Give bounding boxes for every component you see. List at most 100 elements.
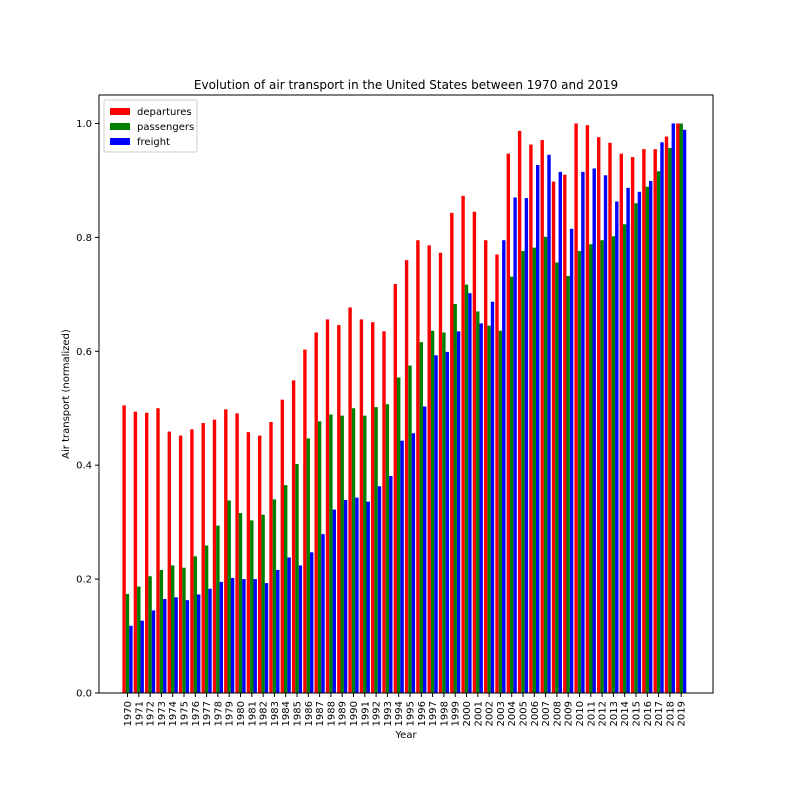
bar-departures-1971 <box>133 411 138 693</box>
x-tick-label: 1991 <box>360 701 371 726</box>
bar-freight-2003 <box>502 240 506 694</box>
bar-departures-2015 <box>630 157 635 693</box>
bar-departures-1987 <box>314 332 318 693</box>
x-tick-label: 1982 <box>259 701 270 726</box>
x-tick-label: 2005 <box>519 701 530 726</box>
x-tick-label: 1970 <box>123 701 134 726</box>
x-tick-label: 2010 <box>575 701 586 726</box>
bar-passengers-2010 <box>577 251 582 694</box>
bar-freight-2015 <box>637 191 642 693</box>
bar-departures-2019 <box>676 123 680 694</box>
bar-passengers-2015 <box>634 203 638 693</box>
bar-departures-1997 <box>427 245 431 693</box>
bar-freight-2018 <box>671 123 675 694</box>
bar-freight-1998 <box>445 351 449 693</box>
x-tick-label: 1990 <box>349 701 360 726</box>
y-tick-label: 0.6 <box>76 347 92 358</box>
bar-departures-1975 <box>178 435 183 693</box>
bar-passengers-1973 <box>159 569 164 693</box>
bar-freight-1979 <box>230 577 235 693</box>
bar-departures-1996 <box>416 240 420 694</box>
bar-freight-1997 <box>434 355 438 693</box>
bar-departures-1981 <box>246 432 251 693</box>
x-tick-label: 2000 <box>462 701 473 726</box>
bar-freight-2006 <box>536 165 540 694</box>
x-tick-label: 2009 <box>564 701 575 726</box>
y-tick-label: 0.8 <box>76 233 92 244</box>
x-tick-label: 1971 <box>134 701 145 726</box>
bar-departures-2002 <box>484 240 488 694</box>
bar-departures-1980 <box>235 413 239 693</box>
bar-departures-2009 <box>563 174 567 694</box>
y-tick-label: 0.0 <box>76 689 92 700</box>
bar-passengers-1981 <box>250 520 254 693</box>
bar-freight-1992 <box>377 486 382 693</box>
bar-passengers-2012 <box>600 240 604 694</box>
y-tick-label: 0.2 <box>76 575 92 586</box>
x-tick-label: 1978 <box>213 701 224 726</box>
bar-departures-2012 <box>597 137 601 693</box>
x-tick-label: 1977 <box>202 701 213 726</box>
x-tick-label: 2015 <box>632 701 643 726</box>
x-tick-label: 1993 <box>383 701 394 726</box>
bar-passengers-1980 <box>238 513 243 693</box>
bar-freight-2004 <box>513 197 517 693</box>
bar-passengers-2008 <box>555 262 559 693</box>
bar-departures-1977 <box>201 423 205 693</box>
bar-departures-1991 <box>359 319 364 693</box>
bar-freight-1974 <box>174 597 178 693</box>
bar-passengers-2001 <box>476 311 480 693</box>
bar-passengers-1972 <box>148 576 152 693</box>
bar-departures-2000 <box>461 195 465 693</box>
bar-freight-1985 <box>298 565 303 693</box>
bar-departures-2017 <box>653 149 657 694</box>
bar-passengers-1999 <box>453 304 457 693</box>
bar-passengers-1978 <box>216 525 220 693</box>
bar-passengers-2009 <box>566 276 570 693</box>
bar-departures-2006 <box>529 144 533 694</box>
x-tick-label: 1988 <box>326 701 337 726</box>
bar-departures-1995 <box>404 260 409 693</box>
x-tick-label: 1979 <box>225 701 236 726</box>
bar-passengers-2011 <box>589 244 593 693</box>
bar-passengers-1984 <box>284 485 288 693</box>
x-tick-label: 2014 <box>620 701 631 726</box>
x-tick-label: 1998 <box>439 701 450 726</box>
bar-passengers-2018 <box>668 147 672 694</box>
legend-label-departures: departures <box>137 107 192 118</box>
bar-freight-1981 <box>253 579 257 693</box>
bar-freight-2001 <box>479 323 483 693</box>
bar-freight-1994 <box>400 440 404 693</box>
x-tick-label: 2006 <box>530 701 541 726</box>
x-tick-label: 2002 <box>485 701 496 726</box>
bar-departures-1973 <box>156 408 160 693</box>
x-axis-ticks: 1970 1971 1972 1973 1974 1975 1976 1977 1978 1979… <box>123 693 688 726</box>
x-tick-label: 2007 <box>541 701 552 726</box>
legend-label-freight: freight <box>137 137 170 148</box>
bar-passengers-2014 <box>623 224 627 693</box>
x-tick-label: 1999 <box>451 701 462 726</box>
legend-swatch-freight <box>110 138 130 145</box>
bar-passengers-2002 <box>487 325 491 693</box>
x-tick-label: 1992 <box>372 701 383 726</box>
x-tick-label: 1975 <box>180 701 191 726</box>
bar-passengers-1992 <box>374 407 378 693</box>
bar-departures-2008 <box>551 181 556 693</box>
bar-passengers-1979 <box>227 500 231 693</box>
bar-freight-2008 <box>558 171 562 693</box>
bar-departures-2013 <box>608 142 612 694</box>
bar-freight-2010 <box>581 171 585 693</box>
bar-departures-1999 <box>450 212 454 693</box>
bar-passengers-2017 <box>656 171 661 693</box>
legend-label-passengers: passengers <box>137 122 194 133</box>
bar-departures-2004 <box>506 153 510 693</box>
bar-departures-1986 <box>303 349 307 693</box>
bar-passengers-2004 <box>510 276 514 693</box>
bar-departures-1979 <box>224 409 228 693</box>
x-tick-label: 2003 <box>496 701 507 726</box>
x-tick-label: 1986 <box>304 701 315 726</box>
bar-freight-1996 <box>423 406 427 693</box>
bar-freight-2005 <box>524 198 529 693</box>
bar-freight-1980 <box>242 579 246 693</box>
